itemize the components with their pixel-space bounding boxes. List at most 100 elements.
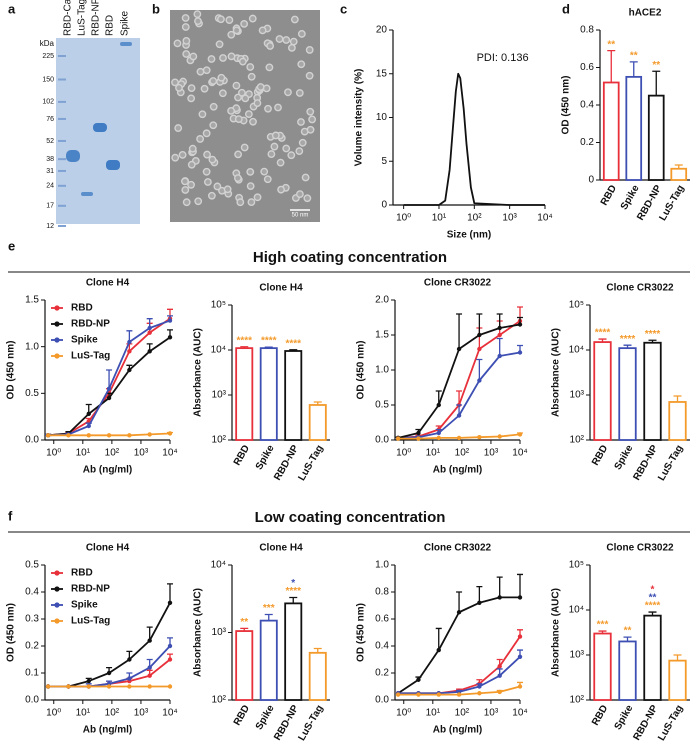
x-tick-label: 10⁰ [396, 448, 411, 459]
particle [247, 198, 256, 206]
particle [306, 125, 315, 134]
bar [593, 632, 612, 701]
y-axis-label: OD (450 nm) [6, 341, 17, 400]
particle [181, 177, 189, 186]
particle [305, 71, 314, 80]
data-point [497, 689, 502, 695]
significance: **** [236, 335, 252, 346]
data-point [436, 430, 441, 436]
particle [289, 37, 298, 46]
x-tick-label: 10¹ [432, 213, 447, 224]
bar [308, 651, 327, 701]
y-tick-label: 10³ [570, 390, 585, 401]
particle [174, 124, 183, 132]
particle [297, 60, 306, 69]
data-point [66, 433, 71, 438]
particle [198, 110, 207, 119]
x-tick-label: 10³ [484, 448, 499, 459]
bar [643, 614, 662, 701]
panel-label: a [8, 1, 16, 16]
significance: ** [624, 626, 632, 637]
particle [196, 135, 205, 143]
particle [284, 88, 292, 97]
particle [207, 191, 216, 200]
particle [237, 88, 246, 97]
y-axis-label: Absorbance (AUC) [193, 328, 204, 417]
data-point [456, 435, 462, 441]
data-point [167, 657, 173, 662]
bar [284, 602, 303, 701]
particle [270, 142, 279, 151]
y-tick-label: 0.0 [25, 435, 39, 446]
y-axis-label: Volume intensity (%) [354, 69, 365, 167]
lane-label: RBD [105, 15, 116, 36]
particle [175, 84, 183, 92]
particle [217, 15, 225, 24]
legend-label: LuS-Tag [71, 351, 110, 362]
x-tick-label: Spike [613, 703, 636, 732]
y-tick-label: 10² [212, 435, 227, 446]
particle [227, 106, 235, 115]
x-tick-label: 10⁰ [46, 448, 61, 459]
chart-title: hACE2 [629, 8, 662, 19]
gel-marker-label: 24 [46, 183, 54, 190]
particle [209, 102, 218, 111]
data-point [127, 684, 132, 689]
gel-marker-label: 102 [42, 99, 54, 106]
data-point [416, 692, 421, 697]
y-tick-label: 15 [376, 68, 388, 79]
particle [234, 115, 243, 124]
y-tick-label: 0.5 [25, 560, 39, 571]
data-point [517, 654, 523, 659]
y-tick-label: 0.5 [375, 400, 389, 411]
lane-label: RBD-NP [91, 0, 102, 36]
significance: * [651, 585, 655, 596]
particle [227, 52, 236, 61]
data-point [86, 411, 91, 417]
data-point [517, 350, 523, 355]
x-tick-label: 10⁴ [537, 213, 552, 224]
x-tick-label: RBD [590, 703, 610, 727]
significance: * [291, 578, 295, 589]
x-axis-label: Ab (ng/ml) [433, 725, 482, 736]
error-bar [146, 626, 153, 641]
x-tick-label: LuS-Tag [656, 443, 685, 483]
data-point [167, 643, 173, 649]
particle [244, 110, 253, 119]
particle [193, 10, 202, 19]
y-tick-label: 10³ [570, 650, 585, 661]
data-point [395, 692, 401, 697]
bar [602, 81, 620, 181]
y-tick-label: 10⁴ [569, 605, 584, 616]
particle [265, 63, 274, 72]
particle [266, 42, 275, 50]
particle [246, 63, 255, 71]
data-point [147, 325, 152, 331]
particle [277, 185, 285, 194]
data-point [86, 423, 91, 429]
panel-label: d [562, 1, 570, 16]
y-tick-label: 10³ [212, 627, 227, 638]
particle [234, 150, 242, 159]
legend-label: RBD-NP [71, 584, 110, 595]
x-tick-label: 10² [105, 708, 120, 719]
x-tick-label: Spike [619, 183, 642, 212]
particle [287, 43, 296, 52]
chart-title: Clone CR3022 [424, 278, 492, 289]
y-tick-label: 0.6 [375, 614, 389, 625]
data-point [127, 349, 132, 354]
section-title: High coating concentration [253, 249, 447, 266]
particle [209, 121, 218, 130]
y-axis-label: Absorbance (AUC) [193, 588, 204, 677]
data-point [106, 670, 112, 676]
particle [290, 15, 299, 24]
error-bar [167, 583, 173, 603]
particle [240, 143, 249, 152]
data-point [517, 684, 523, 689]
significance: **** [620, 334, 636, 345]
particle [233, 174, 242, 183]
data-point [66, 684, 71, 689]
chart-title: Clone CR3022 [606, 543, 674, 554]
data-point [477, 684, 482, 689]
